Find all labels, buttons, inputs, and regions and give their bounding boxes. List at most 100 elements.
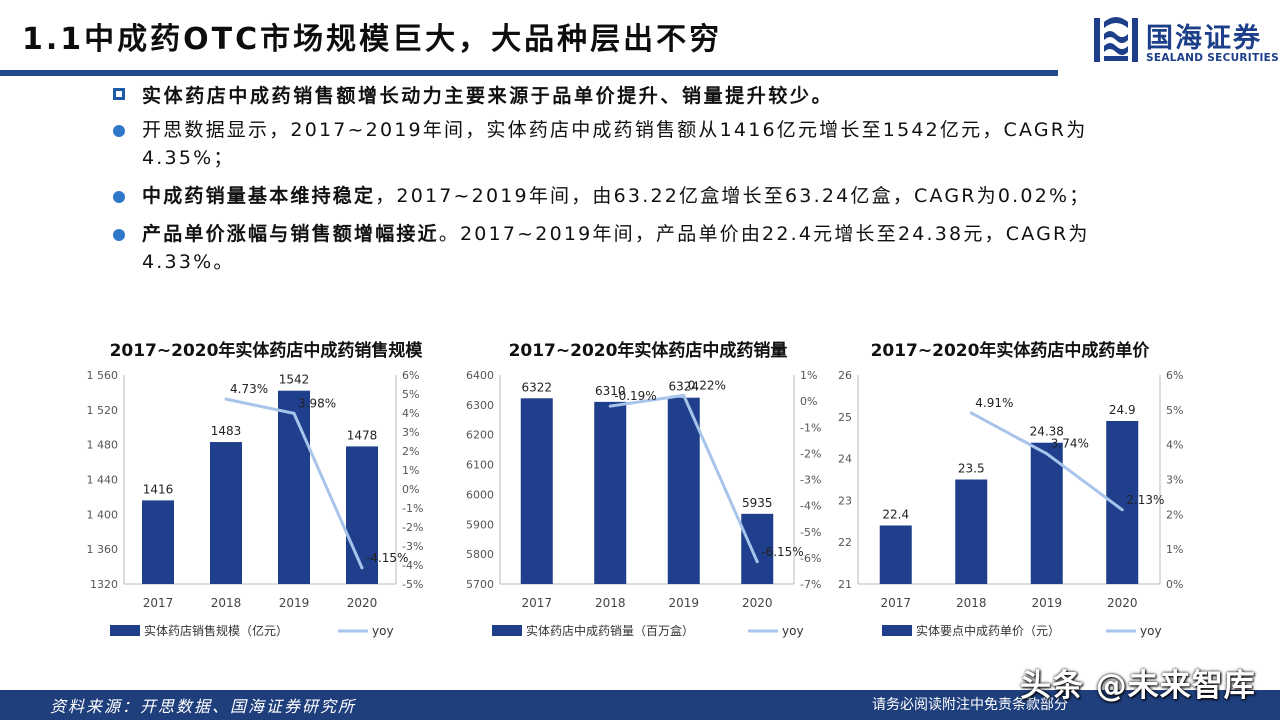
yoy-value-label: 0.22%: [688, 378, 726, 392]
legend-bar-label: 实体要点中成药单价（元）: [916, 623, 1060, 638]
x-tick-label: 2019: [668, 596, 699, 610]
yoy-value-label: 4.73%: [230, 382, 268, 396]
sales-volume-chart: 2017~2020年实体药店中成药销量 5700 5800 5900 6000 6100 6…: [452, 330, 822, 654]
yoy-point: [755, 560, 759, 564]
yoy-point: [1045, 452, 1049, 456]
bar: [142, 500, 174, 584]
logo-cn-text: 国海证券: [1146, 23, 1262, 54]
y2-tick-label: -3%: [402, 540, 423, 553]
bar: [955, 479, 988, 584]
bullet-text: ，2017~2019年间，由63.22亿盒增长至63.24亿盒，CAGR为0.0…: [375, 185, 1091, 207]
y-tick-label: 1 480: [87, 439, 119, 452]
bullet-bold-text: 中成药销量基本维持稳定: [142, 185, 376, 207]
y-tick-label: 6000: [466, 488, 494, 501]
y-tick-label: 26: [838, 369, 852, 382]
y2-tick-label: 4%: [402, 407, 419, 420]
sealand-logo-icon: [1094, 17, 1138, 62]
legend-bar-swatch: [882, 625, 912, 636]
bullet-item: 中成药销量基本维持稳定，2017~2019年间，由63.22亿盒增长至63.24…: [112, 182, 1172, 210]
source-note: 资料来源：开思数据、国海证券研究所: [50, 697, 357, 716]
y2-tick-label: -3%: [800, 474, 821, 487]
bar-value-label: 1416: [143, 482, 174, 496]
y-tick-label: 1320: [90, 578, 118, 591]
y2-tick-label: 1%: [1166, 543, 1183, 556]
bar: [879, 525, 912, 584]
y-tick-label: 24: [838, 453, 852, 466]
x-tick-label: 2017: [521, 596, 552, 610]
round-bullet-icon: [113, 229, 125, 241]
x-tick-label: 2019: [1031, 596, 1062, 610]
y2-tick-label: 0%: [800, 395, 817, 408]
round-bullet-icon: [113, 125, 125, 137]
bar-value-label: 22.4: [882, 507, 909, 521]
footer-bar: 资料来源：开思数据、国海证券研究所 请务必阅读附注中免责条款部分: [0, 690, 1280, 720]
bar-value-label: 6324: [668, 380, 699, 394]
x-tick-label: 2018: [595, 596, 626, 610]
yoy-value-label: -0.19%: [614, 389, 656, 403]
yoy-point: [682, 393, 686, 397]
page-title: 1.1中成药OTC市场规模巨大，大品种层出不穷: [22, 22, 723, 57]
sales-scale-chart: 2017~2020年实体药店中成药销售规模 1320 1 360 1 400 1 440…: [80, 330, 450, 654]
y2-tick-label: 0%: [1166, 578, 1183, 591]
bar-value-label: 1542: [279, 373, 310, 387]
bar-value-label: 1483: [211, 424, 242, 438]
bar: [210, 442, 242, 584]
y2-tick-label: 6%: [402, 369, 419, 382]
y2-tick-label: -4%: [402, 559, 423, 572]
yoy-point: [292, 411, 296, 415]
legend-bar-label: 实体药店销售规模（亿元）: [144, 623, 288, 638]
x-tick-label: 2020: [1107, 596, 1138, 610]
legend-bar-label: 实体药店中成药销量（百万盒）: [526, 623, 694, 638]
yoy-point: [360, 566, 364, 570]
y-tick-label: 5900: [466, 518, 494, 531]
yoy-value-label: -4.15%: [366, 551, 408, 565]
bar-value-label: 23.5: [958, 462, 985, 476]
y-tick-label: 5700: [466, 578, 494, 591]
disclaimer-notice: 请务必阅读附注中免责条款部分: [872, 697, 1068, 713]
chart-title: 2017~2020年实体药店中成药销售规模: [110, 340, 424, 361]
x-tick-label: 2017: [143, 596, 174, 610]
bullet-list: 实体药店中成药销售额增长动力主要来源于品单价提升、销量提升较少。 开思数据显示，…: [112, 82, 1172, 286]
legend-bar-swatch: [110, 625, 140, 636]
yoy-point: [224, 397, 228, 401]
x-tick-label: 2017: [880, 596, 911, 610]
y2-tick-label: -7%: [800, 578, 821, 591]
y2-tick-label: 5%: [1166, 404, 1183, 417]
y2-tick-label: 1%: [402, 464, 419, 477]
y2-tick-label: 3%: [402, 426, 419, 439]
y2-tick-label: -6%: [800, 552, 821, 565]
company-logo: 国海证券 SEALAND SECURITIES: [1092, 14, 1279, 66]
y-tick-label: 1 400: [87, 508, 119, 521]
unit-price-chart-svg: 2017~2020年实体药店中成药单价 21 22 23 24 25 26 0% 1% 2% 3% 4…: [838, 340, 1183, 638]
y-tick-label: 23: [838, 494, 852, 507]
round-bullet-icon: [113, 191, 125, 203]
watermark: 头条 @未来智库: [1020, 668, 1256, 704]
y-tick-label: 6100: [466, 459, 494, 472]
y-tick-label: 6200: [466, 429, 494, 442]
y-tick-label: 6300: [466, 399, 494, 412]
y-tick-label: 6400: [466, 369, 494, 382]
header-divider: [0, 70, 1058, 76]
bullet-item: 实体药店中成药销售额增长动力主要来源于品单价提升、销量提升较少。: [112, 82, 1172, 110]
bullet-text: 。2017~2019年间，产品单价由22.4元增长至24.38元，CAGR为4.…: [142, 223, 1090, 273]
x-tick-label: 2018: [211, 596, 242, 610]
y-tick-label: 21: [838, 578, 852, 591]
bullet-text: 开思数据显示，2017~2019年间，实体药店中成药销售额从1416亿元增长至1…: [142, 119, 1088, 169]
bar: [594, 401, 627, 584]
square-bullet-icon: [113, 88, 125, 100]
legend-line-label: yoy: [782, 624, 804, 638]
x-tick-label: 2018: [956, 596, 987, 610]
yoy-point: [1120, 508, 1124, 512]
bar-value-label: 5935: [742, 496, 773, 510]
y2-tick-label: -1%: [402, 502, 423, 515]
yoy-value-label: 4.91%: [975, 396, 1013, 410]
bar: [278, 390, 310, 584]
legend-line-label: yoy: [1140, 624, 1162, 638]
y-tick-label: 1 440: [87, 474, 119, 487]
y2-tick-label: -2%: [402, 521, 423, 534]
x-tick-label: 2019: [279, 596, 310, 610]
y2-tick-label: 2%: [402, 445, 419, 458]
unit-price-chart: 2017~2020年实体药店中成药单价 21 22 23 24 25 26 0% 1% 2% 3% 4…: [830, 330, 1190, 654]
y2-tick-label: -2%: [800, 447, 821, 460]
bullet-item: 开思数据显示，2017~2019年间，实体药店中成药销售额从1416亿元增长至1…: [112, 116, 1172, 172]
